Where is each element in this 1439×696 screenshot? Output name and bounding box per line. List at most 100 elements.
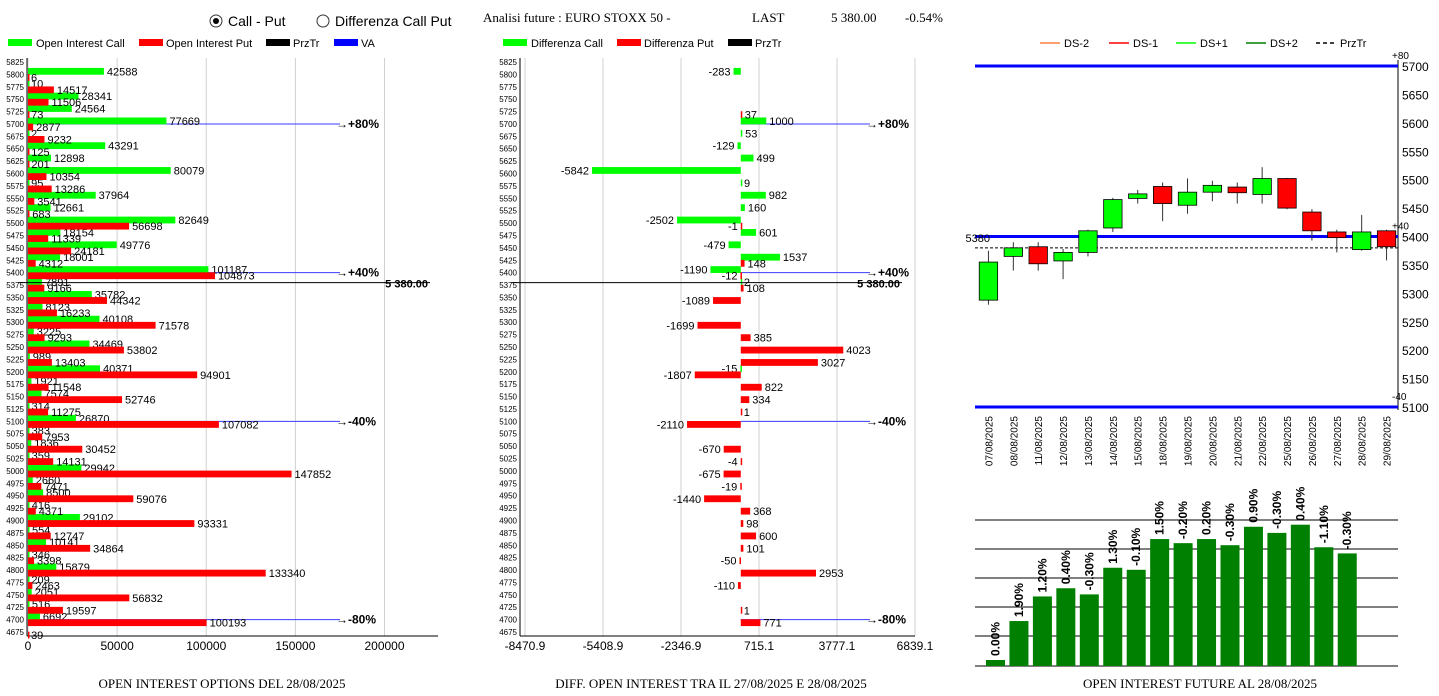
bar <box>740 507 751 515</box>
y-tick-label: 5000 <box>499 467 517 476</box>
bar <box>1197 539 1217 666</box>
bar <box>28 129 30 137</box>
data-label: -675 <box>699 469 721 481</box>
y-tick-label: 5575 <box>499 182 517 191</box>
data-label: 100193 <box>210 618 247 630</box>
y-tick-label: 4775 <box>6 578 24 587</box>
bar <box>28 154 51 162</box>
y-tick-label: 4800 <box>6 566 24 575</box>
data-label: 11548 <box>52 382 82 394</box>
y-tick-label: 4800 <box>499 566 517 575</box>
legend-label: Differenza Call <box>531 38 603 50</box>
data-label: 982 <box>769 190 787 202</box>
data-label: 16233 <box>60 308 91 320</box>
y-tick-label: 5375 <box>499 281 517 290</box>
radio-call-put[interactable]: Call - Put <box>209 13 286 29</box>
candle <box>1053 252 1073 262</box>
x-tick-label: 200000 <box>364 639 404 653</box>
candle <box>1128 193 1148 199</box>
y-tick-label: 5650 <box>6 145 24 154</box>
bar <box>28 284 45 292</box>
bar <box>28 328 34 335</box>
y-tick-label: 5000 <box>6 467 24 476</box>
level-label: →+40% <box>336 266 379 280</box>
bar <box>28 334 45 342</box>
data-label: 19597 <box>66 605 97 617</box>
bar <box>740 544 744 552</box>
bar <box>740 482 742 490</box>
bar <box>28 439 32 447</box>
data-label: 2660 <box>36 475 60 487</box>
bar <box>1032 596 1052 666</box>
x-tick-label: 21/08/2025 <box>1233 416 1244 466</box>
data-label: 7953 <box>45 432 69 444</box>
data-label: 10354 <box>49 172 80 184</box>
bar <box>740 408 743 416</box>
y-tick-label: 5325 <box>6 306 24 315</box>
last-change: -0.54% <box>905 10 943 25</box>
data-label: 0.40% <box>1293 486 1307 520</box>
y-tick-label: 5475 <box>499 231 517 240</box>
bar <box>28 582 33 589</box>
legend-label: Open Interest Call <box>36 38 125 50</box>
bar <box>28 241 117 249</box>
data-label: 12898 <box>54 153 85 165</box>
y-tick-label: 4750 <box>6 591 24 600</box>
price-label: 5380 <box>966 233 990 245</box>
bar <box>687 421 741 428</box>
bar <box>28 105 72 112</box>
data-label: 80079 <box>174 165 205 177</box>
data-label: -129 <box>712 141 734 153</box>
y-tick-label: 5600 <box>6 170 24 179</box>
x-tick-label: 07/08/2025 <box>984 416 995 466</box>
y-tick-label: 5800 <box>6 70 24 79</box>
y-tick-label: 5825 <box>6 58 24 67</box>
bar <box>740 111 743 119</box>
data-label: 37964 <box>99 190 130 202</box>
data-label: 11275 <box>51 407 81 419</box>
bar <box>28 278 43 286</box>
y-tick-label: 4975 <box>499 479 517 488</box>
y-tick-label: 4900 <box>6 516 24 525</box>
bar <box>28 569 266 577</box>
y-tick-label: 5200 <box>1402 344 1429 358</box>
y-tick-label: 5775 <box>499 83 517 92</box>
legend-label: PrzTr <box>293 38 320 50</box>
y-tick-label: 4725 <box>499 603 517 612</box>
y-tick-label: 5100 <box>6 417 24 426</box>
data-label: 43291 <box>108 141 139 153</box>
bar <box>1337 553 1357 666</box>
x-tick-label: 15/08/2025 <box>1134 416 1145 466</box>
data-label: 56832 <box>132 593 163 605</box>
data-label: -0.30% <box>1340 511 1354 549</box>
bar <box>28 383 49 391</box>
radio-diff[interactable]: Differenza Call Put <box>316 13 452 29</box>
legend-candles: DS-2 DS-1 DS+1 DS+2 PrzTr <box>1040 38 1367 50</box>
bar <box>28 309 57 317</box>
y-tick-label: 5350 <box>6 293 24 302</box>
bar <box>28 179 30 187</box>
y-tick-label: 5075 <box>499 430 517 439</box>
candle <box>1103 199 1123 229</box>
x-tick-label: 100000 <box>186 639 226 653</box>
y-tick-label: 5175 <box>499 380 517 389</box>
level-label: →-40% <box>336 414 376 428</box>
y-tick-label: 5425 <box>6 256 24 265</box>
bar <box>28 452 30 459</box>
x-tick-label: 25/08/2025 <box>1283 416 1294 466</box>
data-label: 1.90% <box>1012 583 1026 617</box>
y-tick-label: 5750 <box>499 95 517 104</box>
bar <box>740 272 742 280</box>
bar <box>740 569 817 577</box>
data-label: 12661 <box>54 203 85 215</box>
x-tick-label: 13/08/2025 <box>1084 416 1095 466</box>
data-label: -12 <box>722 271 738 283</box>
data-label: 4312 <box>39 258 63 270</box>
data-label: -19 <box>721 481 737 493</box>
y-tick-label: 5175 <box>6 380 24 389</box>
y-tick-label: 5250 <box>499 343 517 352</box>
bar <box>28 544 91 552</box>
bar <box>740 619 761 627</box>
data-label: -0.30% <box>1270 491 1284 529</box>
y-tick-label: 4950 <box>6 492 24 501</box>
